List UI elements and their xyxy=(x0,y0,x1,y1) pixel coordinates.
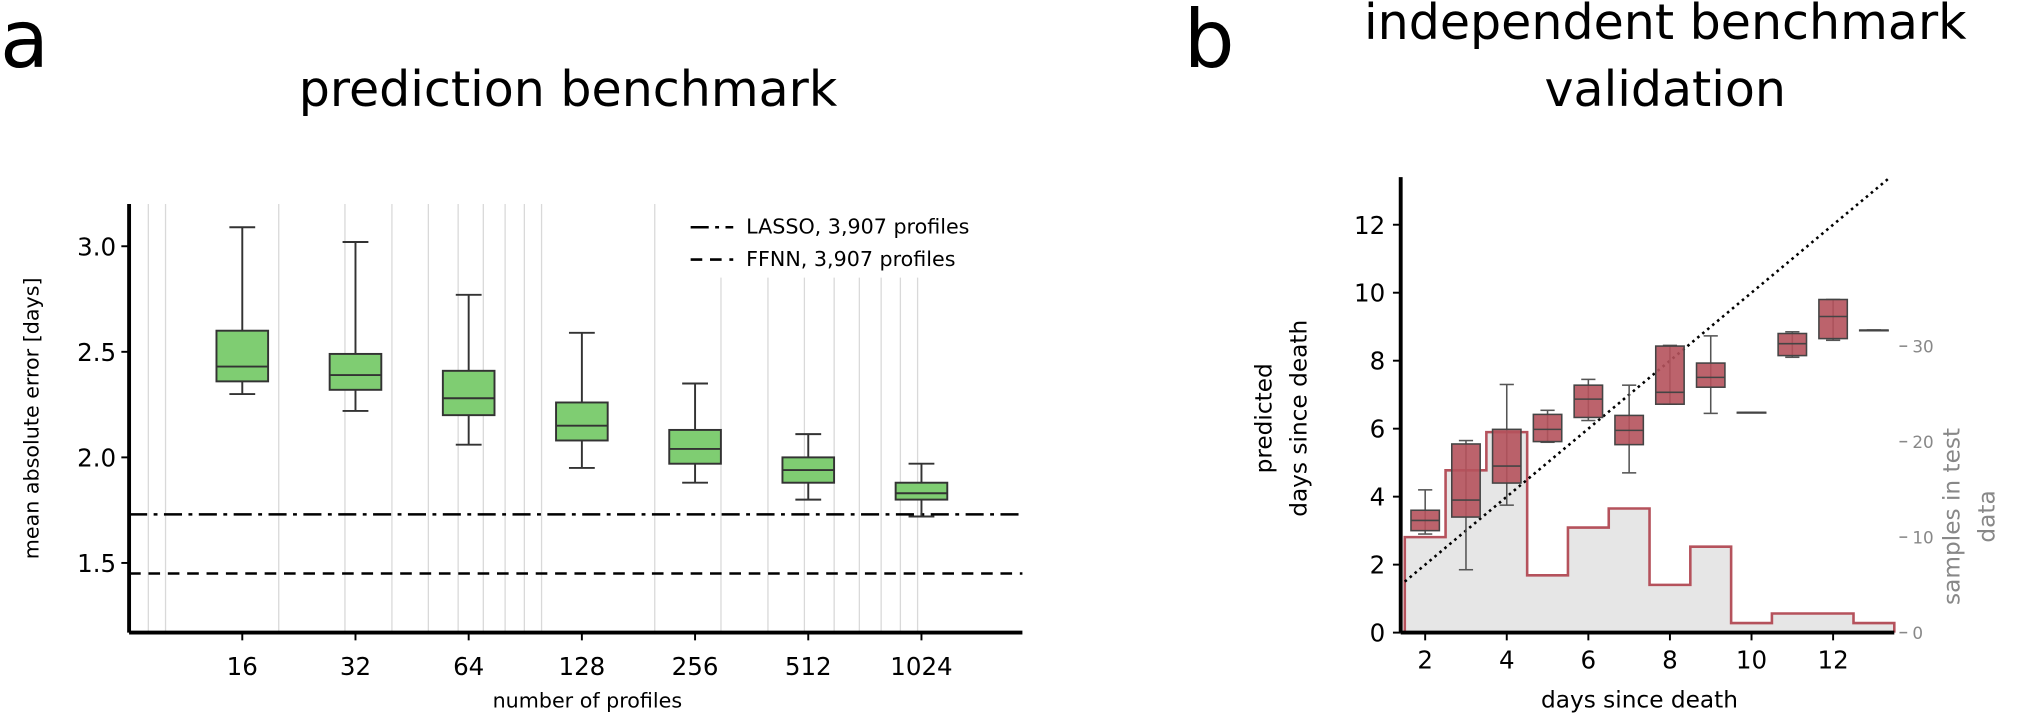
chart-b: 2 4 6 8 10 12 0 2 4 6 8 10 12 0 10 20 30 xyxy=(1354,176,1934,675)
y-tick-label: 2.0 xyxy=(77,443,116,472)
box-32 xyxy=(328,241,383,412)
chart-a-legend-lasso: LASSO, 3,907 profiles xyxy=(746,215,969,239)
chart-b-ylabel-line2: days since death xyxy=(1285,320,1312,517)
box-iqr xyxy=(1654,345,1685,405)
x-tick-label: 12 xyxy=(1818,646,1849,675)
x-tick-label: 256 xyxy=(672,652,719,681)
panel-a-letter: a xyxy=(0,0,49,86)
box-iqr xyxy=(1573,384,1604,419)
chart-b-ylabel-line1: predicted xyxy=(1251,363,1278,473)
box-day-11 xyxy=(1777,331,1808,359)
y-tick-label: 12 xyxy=(1354,211,1385,240)
y-tick-label: 1.5 xyxy=(77,549,116,578)
box-day-8 xyxy=(1654,344,1685,405)
y-tick-label: 2.5 xyxy=(77,338,116,367)
chart-b-xlabel: days since death xyxy=(1541,686,1738,713)
chart-a-ylabel: mean absolute error [days] xyxy=(20,277,44,559)
x-tick-label: 128 xyxy=(558,652,605,681)
x-tick-label: 1024 xyxy=(890,652,952,681)
box-iqr xyxy=(894,481,949,501)
y-tick-label: 0 xyxy=(1370,619,1386,648)
y-tick-label: 2 xyxy=(1370,551,1386,580)
x-tick-label: 512 xyxy=(785,652,832,681)
box-day-2 xyxy=(1410,489,1441,535)
histogram-outline xyxy=(1403,430,1896,633)
box-64 xyxy=(441,293,496,446)
box-iqr xyxy=(1491,428,1522,484)
box-iqr xyxy=(1450,443,1481,518)
box-iqr xyxy=(1695,362,1726,388)
x-tick-label: 8 xyxy=(1662,646,1678,675)
box-iqr xyxy=(1818,298,1849,340)
box-day-12 xyxy=(1818,298,1849,342)
y2-tick-label: 20 xyxy=(1912,432,1933,452)
x-tick-label: 4 xyxy=(1499,646,1515,675)
box-512 xyxy=(781,433,836,501)
box-day-13 xyxy=(1858,329,1889,332)
box-iqr xyxy=(668,428,722,465)
y-tick-label: 4 xyxy=(1370,483,1386,512)
x-tick-label: 2 xyxy=(1417,646,1433,675)
identity-line xyxy=(1403,176,1892,583)
chart-a-legend-ffnn: FFNN, 3,907 profiles xyxy=(746,247,955,271)
y-tick-label: 10 xyxy=(1354,279,1385,308)
chart-a: 16 32 64 128 256 512 1024 1.5 2.0 2.5 3.0 xyxy=(77,204,1023,681)
chart-a-xlabel: number of profiles xyxy=(493,688,683,712)
box-iqr xyxy=(215,329,270,383)
y-tick-label: 6 xyxy=(1370,415,1386,444)
box-day-3 xyxy=(1450,439,1481,571)
box-1024 xyxy=(894,462,949,518)
box-day-9 xyxy=(1695,335,1726,415)
box-day-6 xyxy=(1573,378,1604,422)
x-tick-label: 64 xyxy=(453,652,484,681)
panel-b-title-line2: validation xyxy=(1545,60,1786,118)
y-tick-label: 3.0 xyxy=(77,232,116,261)
box-day-10 xyxy=(1736,411,1767,414)
chart-b-y2label-line1: samples in test xyxy=(1939,428,1966,605)
y2-tick-label: 10 xyxy=(1912,528,1933,548)
y2-tick-label: 0 xyxy=(1912,623,1923,643)
x-tick-label: 10 xyxy=(1736,646,1767,675)
panel-b-letter: b xyxy=(1184,0,1235,86)
y2-tick-label: 30 xyxy=(1912,337,1933,357)
panel-a-title: prediction benchmark xyxy=(299,60,838,118)
box-day-4 xyxy=(1491,383,1522,506)
box-iqr xyxy=(328,352,383,391)
x-tick-label: 32 xyxy=(340,652,371,681)
x-tick-label: 6 xyxy=(1581,646,1597,675)
box-128 xyxy=(555,331,609,469)
y-tick-label: 8 xyxy=(1370,347,1386,376)
chart-b-y2label-line2: data xyxy=(1973,490,2000,542)
box-iqr xyxy=(555,401,609,442)
box-256 xyxy=(668,382,722,484)
box-iqr xyxy=(1777,332,1808,357)
panel-b-title-line1: independent benchmark xyxy=(1364,0,1967,51)
box-day-5 xyxy=(1532,409,1563,444)
box-day-7 xyxy=(1614,384,1645,474)
box-16 xyxy=(215,226,270,396)
x-tick-label: 16 xyxy=(227,652,258,681)
box-iqr xyxy=(1532,413,1563,443)
box-iqr xyxy=(441,369,496,417)
